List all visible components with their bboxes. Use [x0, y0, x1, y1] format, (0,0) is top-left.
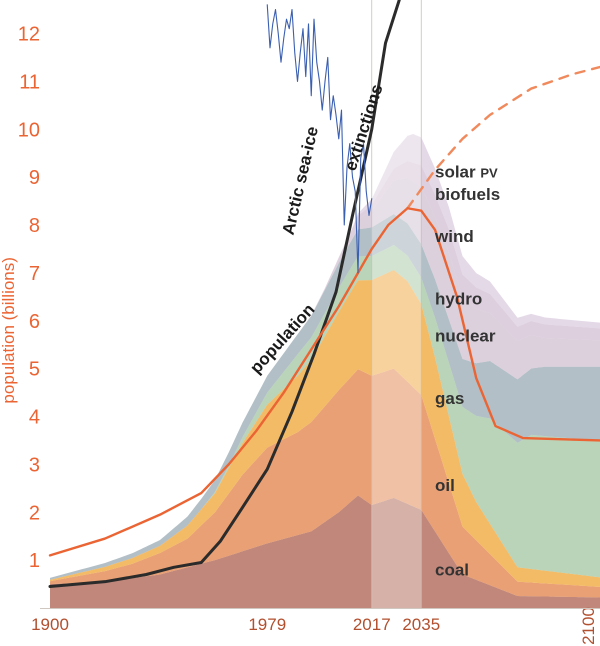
- y-axis-label: population (billions): [0, 257, 18, 403]
- label-coal: coal: [435, 561, 469, 580]
- ytick-9: 9: [29, 167, 40, 189]
- label-gas: gas: [435, 389, 464, 408]
- label-biofuels: biofuels: [435, 185, 500, 204]
- label-arctic: Arctic sea-ice: [279, 125, 322, 237]
- ytick-2: 2: [29, 502, 40, 524]
- xtick-1979: 1979: [248, 615, 286, 634]
- ytick-10: 10: [18, 119, 40, 141]
- ytick-1: 1: [29, 550, 40, 572]
- label-nuclear: nuclear: [435, 327, 496, 346]
- xtick-2017: 2017: [353, 615, 391, 634]
- xtick-2035: 2035: [402, 615, 440, 634]
- ytick-6: 6: [29, 311, 40, 333]
- ytick-8: 8: [29, 215, 40, 237]
- ytick-7: 7: [29, 263, 40, 285]
- xtick-1900: 1900: [31, 615, 69, 634]
- ytick-3: 3: [29, 454, 40, 476]
- ytick-4: 4: [29, 407, 40, 429]
- label-hydro: hydro: [435, 289, 482, 308]
- label-solar: solar PV: [435, 163, 498, 182]
- label-wind: wind: [434, 227, 474, 246]
- label-oil: oil: [435, 476, 455, 495]
- ytick-11: 11: [19, 71, 40, 93]
- ytick-5: 5: [29, 359, 40, 381]
- ytick-12: 12: [18, 24, 40, 46]
- xtick-2100: 2100: [579, 607, 598, 645]
